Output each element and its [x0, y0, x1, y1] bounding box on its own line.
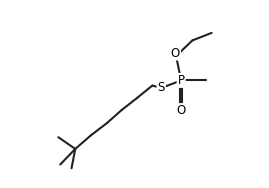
- Text: O: O: [171, 46, 180, 60]
- Text: P: P: [178, 74, 185, 87]
- Text: O: O: [176, 104, 186, 117]
- Text: S: S: [158, 81, 165, 95]
